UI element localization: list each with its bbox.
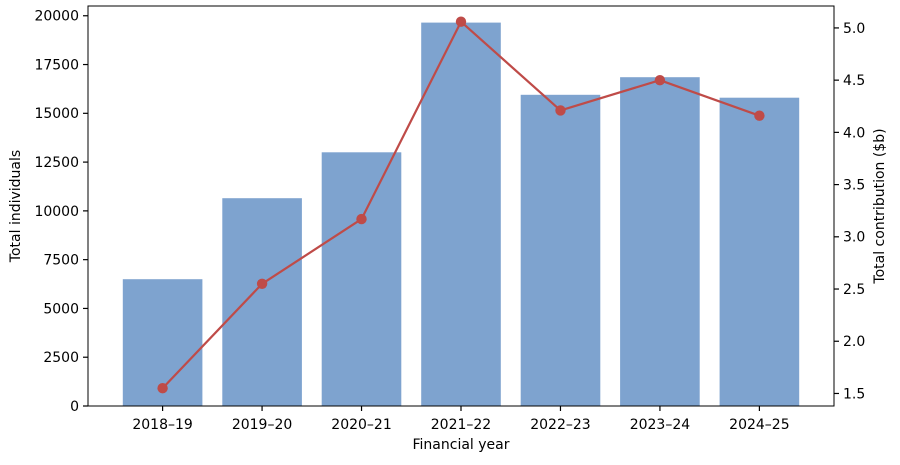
data-point	[356, 213, 367, 225]
left-tick-label: 5000	[43, 301, 79, 317]
right-tick-label: 1.5	[843, 386, 865, 402]
right-tick-label: 4.5	[843, 73, 865, 89]
bar	[620, 77, 700, 406]
bar	[520, 94, 601, 407]
bar	[421, 22, 501, 406]
right-tick-label: 4.0	[843, 125, 865, 141]
left-tick-label: 10000	[34, 204, 79, 220]
x-tick-label: 2023–24	[630, 417, 691, 433]
right-tick-label: 2.0	[843, 334, 865, 350]
right-axis-title: Total contribution ($b)	[872, 128, 888, 284]
x-tick-label: 2022–23	[530, 417, 590, 433]
x-tick-label: 2024–25	[729, 417, 789, 433]
x-tick-label: 2019–20	[232, 417, 292, 433]
data-point	[157, 383, 168, 394]
data-point	[455, 16, 467, 27]
left-tick-label: 15000	[34, 106, 79, 122]
data-point	[654, 75, 666, 86]
left-tick-label: 0	[70, 399, 79, 415]
bar	[719, 97, 800, 406]
left-tick-label: 12500	[34, 155, 79, 171]
left-tick-label: 2500	[43, 350, 79, 366]
x-tick-label: 2018–19	[132, 417, 192, 433]
data-point	[555, 105, 566, 116]
left-axis-title: Total individuals	[8, 150, 24, 263]
right-tick-label: 3.0	[843, 230, 865, 246]
bar	[222, 198, 302, 406]
right-tick-label: 2.5	[843, 282, 865, 298]
left-tick-label: 7500	[43, 253, 79, 269]
bar	[321, 152, 402, 406]
right-tick-label: 3.5	[843, 177, 865, 193]
data-point	[754, 110, 765, 121]
data-point	[256, 278, 268, 289]
x-axis-title: Financial year	[413, 437, 510, 453]
left-tick-label: 17500	[34, 57, 79, 73]
right-tick-label: 5.0	[843, 21, 865, 37]
x-tick-label: 2020–21	[331, 417, 391, 433]
left-tick-label: 20000	[34, 9, 79, 25]
x-tick-label: 2021–22	[431, 417, 491, 433]
